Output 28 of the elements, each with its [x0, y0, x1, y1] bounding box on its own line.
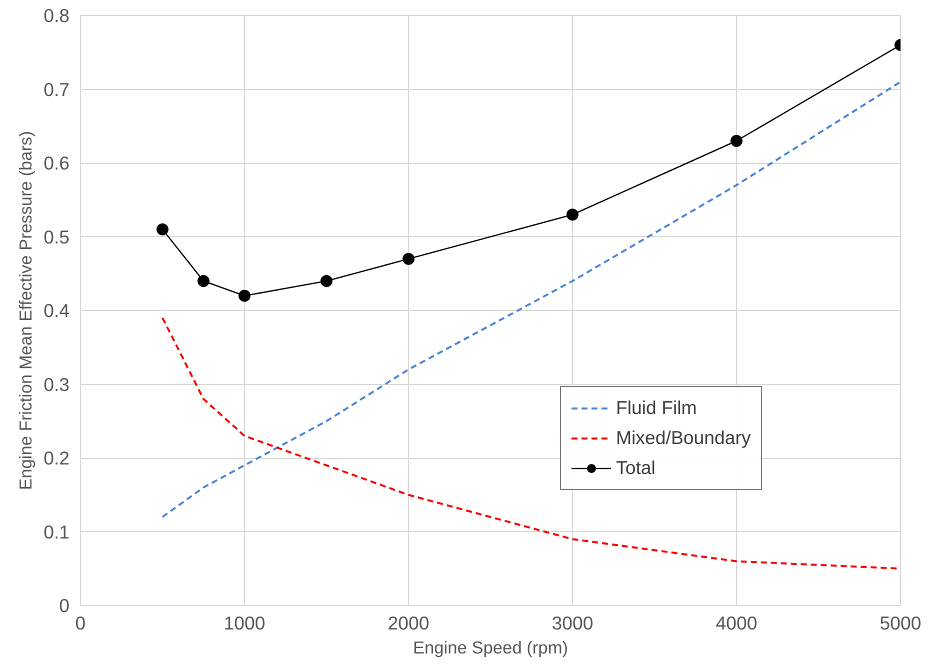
- x-axis-title: Engine Speed (rpm): [412, 638, 568, 658]
- y-tick-label: 0.3: [44, 374, 70, 395]
- y-tick-label: 0.2: [44, 448, 70, 468]
- x-tick-label: 3000: [552, 612, 594, 634]
- x-tick-label: 5000: [880, 612, 922, 634]
- point: [156, 223, 168, 236]
- y-tick-label: 0.5: [44, 226, 70, 248]
- y-tick-label: 0.7: [44, 78, 70, 100]
- y-tick-label: 0.1: [44, 521, 70, 542]
- point: [238, 290, 250, 302]
- point: [402, 252, 414, 265]
- y-axis-title: Engine Friction Mean Effective Pressure (bars): [16, 131, 36, 490]
- x-tick-label: 0: [75, 612, 86, 634]
- line-series: [162, 80, 900, 518]
- point: [566, 208, 578, 221]
- y-tick-label: 0.4: [44, 300, 70, 321]
- point: [730, 134, 742, 147]
- x-tick-label: 1000: [224, 612, 266, 634]
- legend-label: Total: [616, 457, 656, 479]
- legend-label: Mixed/Boundary: [616, 427, 751, 449]
- y-tick-label: 0: [59, 595, 70, 616]
- point: [320, 275, 332, 287]
- legend-label: Fluid Film: [616, 397, 697, 419]
- x-tick-label: 2000: [388, 612, 430, 634]
- y-tick-label: 0.8: [44, 5, 70, 26]
- y-tick-label: 0.6: [44, 152, 70, 174]
- point: [198, 275, 210, 287]
- x-tick-label: 4000: [716, 612, 758, 634]
